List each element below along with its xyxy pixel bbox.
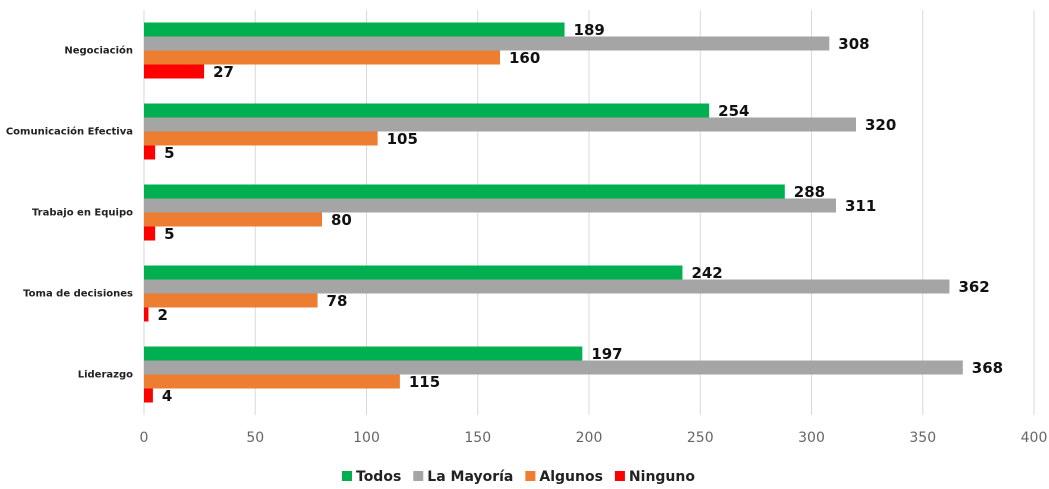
bar — [144, 104, 709, 118]
legend-label: Algunos — [539, 469, 603, 485]
bar — [144, 361, 963, 375]
legend-swatch — [525, 471, 535, 481]
x-tick-label: 0 — [140, 430, 149, 446]
x-tick-label: 250 — [687, 430, 714, 446]
value-label: 242 — [691, 264, 722, 282]
legend-swatch — [615, 471, 625, 481]
bar — [144, 132, 378, 146]
bar — [144, 375, 400, 389]
legend-label: Todos — [356, 469, 401, 485]
value-label: 197 — [591, 345, 622, 363]
bar — [144, 266, 682, 280]
value-label: 160 — [509, 49, 540, 67]
bar — [144, 185, 785, 199]
bar — [144, 118, 856, 132]
value-label: 320 — [865, 116, 896, 134]
bar — [144, 308, 148, 322]
chart: 0 50 100 150 200 250 300 350 400 Negociación 189 30… — [0, 0, 1049, 489]
value-label: 362 — [958, 278, 989, 296]
x-tick-label: 350 — [909, 430, 936, 446]
bar — [144, 65, 204, 79]
bar — [144, 347, 582, 361]
value-label: 368 — [972, 359, 1003, 377]
value-label: 115 — [409, 373, 440, 391]
legend-label: Ninguno — [629, 469, 695, 485]
y-tick-label: Liderazgo — [78, 370, 133, 381]
bar — [144, 146, 155, 160]
value-label: 308 — [838, 35, 869, 53]
x-tick-label: 400 — [1021, 430, 1048, 446]
legend-swatch — [342, 471, 352, 481]
bar — [144, 280, 949, 294]
x-tick-label: 200 — [576, 430, 603, 446]
bar — [144, 389, 153, 403]
y-tick-label: Negociación — [64, 45, 133, 57]
value-label: 80 — [331, 211, 352, 229]
value-label: 288 — [794, 183, 825, 201]
legend-label: La Mayoría — [427, 469, 513, 485]
y-tick-label: Toma de decisiones — [23, 289, 133, 300]
legend-swatch — [413, 471, 423, 481]
bar — [144, 51, 500, 65]
x-tick-label: 300 — [798, 430, 825, 446]
x-tick-label: 100 — [353, 430, 380, 446]
value-label: 5 — [164, 144, 174, 162]
value-label: 78 — [327, 292, 348, 310]
bar — [144, 23, 565, 37]
bar — [144, 227, 155, 241]
x-tick-label: 150 — [464, 430, 491, 446]
value-label: 4 — [162, 387, 172, 405]
value-label: 189 — [574, 21, 605, 39]
value-label: 105 — [387, 130, 418, 148]
bar — [144, 294, 318, 308]
y-tick-label: Comunicación Efectiva — [6, 126, 133, 138]
value-label: 27 — [213, 63, 234, 81]
value-label: 254 — [718, 102, 749, 120]
bar — [144, 199, 836, 213]
bar — [144, 37, 829, 51]
value-label: 5 — [164, 225, 174, 243]
value-label: 2 — [157, 306, 167, 324]
value-label: 311 — [845, 197, 876, 215]
y-tick-label: Trabajo en Equipo — [32, 208, 133, 219]
x-tick-label: 50 — [246, 430, 264, 446]
